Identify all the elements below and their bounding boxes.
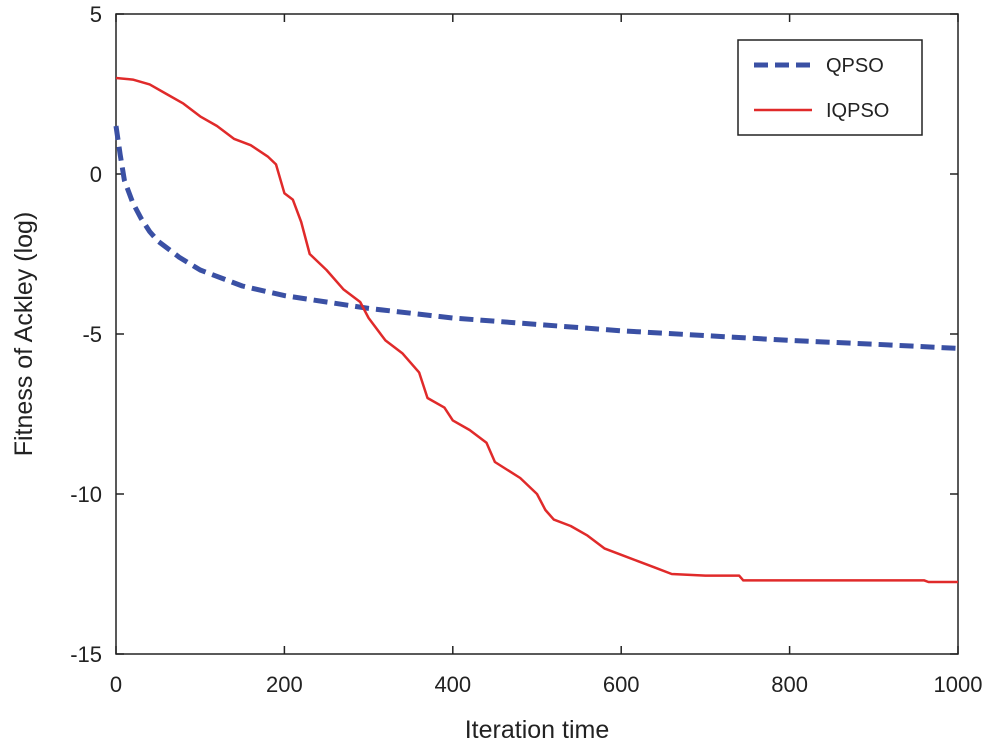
series-line-qpso (113, 125, 959, 351)
series-layer (113, 76, 959, 584)
y-tick-label: -15 (70, 642, 102, 667)
y-tick-label: -5 (82, 322, 102, 347)
y-tick-label: 0 (90, 162, 102, 187)
y-tick-label: -10 (70, 482, 102, 507)
x-axis-ticks: 0 200 400 600 800 1000 (110, 14, 983, 697)
legend-label-iqpso: IQPSO (826, 100, 889, 122)
x-axis-title: Iteration time (465, 716, 610, 744)
series-line-iqpso (115, 76, 958, 584)
legend-box (737, 39, 923, 136)
legend: QPSO IQPSO (737, 39, 923, 136)
x-tick-label: 800 (771, 672, 808, 697)
x-tick-label: 200 (266, 672, 303, 697)
x-tick-label: 400 (434, 672, 471, 697)
y-tick-label: 5 (90, 2, 102, 27)
y-axis-title: Fitness of Ackley (log) (10, 212, 38, 457)
x-tick-label: 600 (603, 672, 640, 697)
x-tick-label: 1000 (934, 672, 983, 697)
y-axis-ticks: 5 0 -5 -10 -15 (70, 2, 958, 667)
legend-label-qpso: QPSO (826, 55, 884, 77)
x-tick-label: 0 (110, 672, 122, 697)
